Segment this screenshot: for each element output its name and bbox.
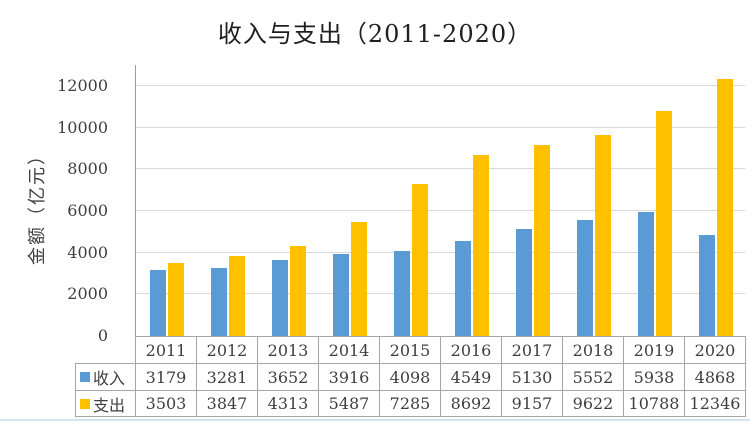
legend-cell-收入: 收入 [75,363,136,391]
year-cell: 2016 [440,336,502,364]
bar-收入-2015 [393,250,410,336]
bar-支出-2011 [167,262,184,336]
year-cell: 2020 [684,336,746,364]
value-cell: 3652 [257,363,319,391]
bar-支出-2016 [472,154,489,336]
value-cell: 3916 [318,363,380,391]
bar-收入-2017 [515,229,532,336]
plot-area [135,65,745,336]
value-cell: 12346 [684,390,746,417]
bar-支出-2020 [716,78,733,336]
value-cell: 5938 [623,363,685,391]
y-tick-label: 0 [97,326,108,345]
value-cell: 4868 [684,363,746,391]
gridline [136,84,745,86]
value-cell: 8692 [440,390,502,417]
year-cell: 2013 [257,336,319,364]
bar-收入-2013 [271,259,288,336]
bar-支出-2015 [411,184,428,336]
bar-支出-2018 [594,135,611,336]
bar-收入-2014 [332,254,349,336]
value-cell: 9157 [501,390,563,417]
y-tick-label: 8000 [67,159,108,179]
y-axis-tick-labels: 0 2000 4000 6000 8000 10000 12000 [0,65,108,344]
legend-cell-支出: 支出 [75,390,136,417]
bar-支出-2014 [350,221,367,336]
gridline [136,168,745,170]
gridline [136,251,745,253]
data-table: 2011 2012 2013 2014 2015 2016 2017 2018 2019 2020… [75,336,746,417]
value-cell: 5130 [501,363,563,391]
bar-收入-2016 [454,241,471,336]
series-label: 收入 [93,369,126,388]
y-tick-label: 2000 [67,284,108,304]
table-row: 支出 3503 3847 4313 5487 7285 8692 9157 9622 10788 1… [75,390,746,417]
value-cell: 3179 [135,363,197,391]
y-tick-label: 12000 [57,75,108,95]
gridline [136,126,745,128]
gridline [136,209,745,211]
value-cell: 3503 [135,390,197,417]
bar-支出-2017 [533,145,550,336]
bar-支出-2012 [228,255,245,336]
value-cell: 5552 [562,363,624,391]
y-tick-label: 10000 [57,117,108,137]
value-cell: 7285 [379,390,441,417]
chart-title: 收入与支出（2011-2020） [217,20,533,48]
bar-支出-2013 [289,246,306,336]
value-cell: 4098 [379,363,441,391]
table-row: 收入 3179 3281 3652 3916 4098 4549 5130 5552 5938 48… [75,363,746,391]
value-cell: 9622 [562,390,624,417]
legend-swatch-icon [80,398,90,409]
bar-收入-2012 [210,267,227,336]
year-cell: 2017 [501,336,563,364]
year-cell: 2014 [318,336,380,364]
bar-支出-2019 [655,111,672,336]
year-cell: 2012 [196,336,258,364]
legend-swatch-icon [80,372,90,382]
bar-收入-2020 [698,234,715,336]
value-cell: 5487 [318,390,380,417]
y-tick-label: 6000 [67,200,108,220]
table-corner-cell [76,337,136,364]
value-cell: 4313 [257,390,319,417]
bar-收入-2019 [637,212,654,336]
value-cell: 10788 [623,390,685,417]
year-cell: 2019 [623,336,685,364]
bottom-rule [0,419,750,421]
series-label: 支出 [93,395,126,415]
bar-收入-2018 [576,220,593,336]
year-cell: 2018 [562,336,624,364]
year-cell: 2015 [379,336,441,364]
y-tick-label: 4000 [67,242,108,262]
value-cell: 3281 [196,363,258,391]
gridline [136,293,745,295]
year-cell: 2011 [135,336,197,364]
value-cell: 3847 [196,390,258,417]
bar-收入-2011 [149,269,166,336]
value-cell: 4549 [440,363,502,391]
